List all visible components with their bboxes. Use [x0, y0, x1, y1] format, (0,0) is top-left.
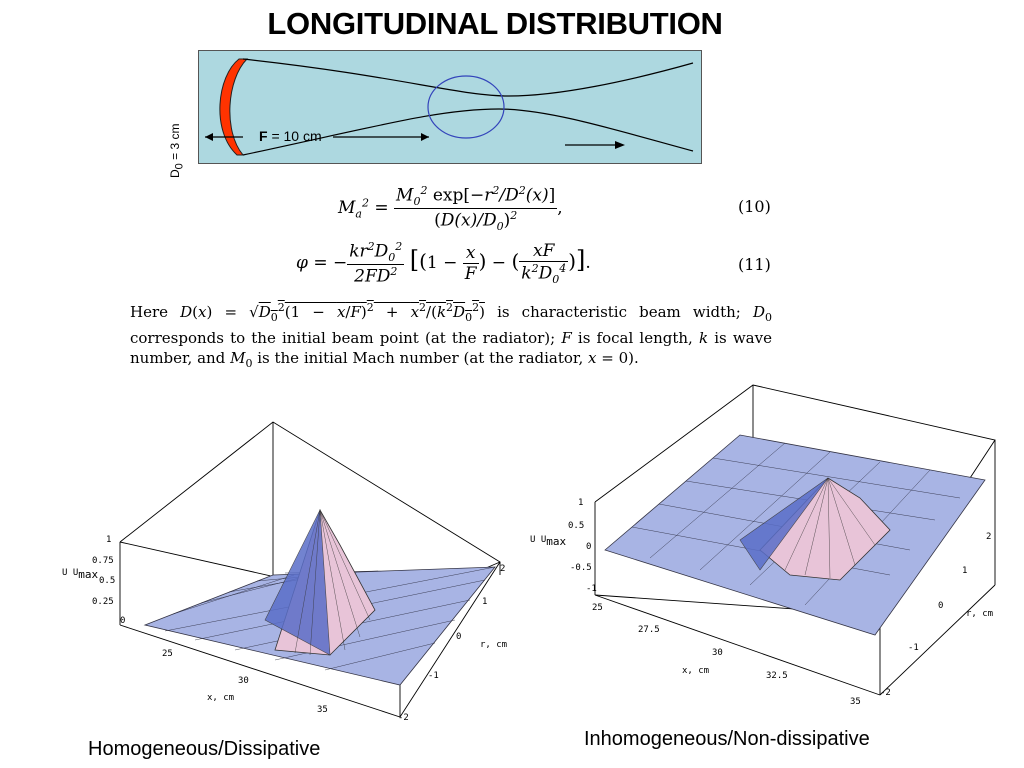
left-z-tick-5: 0: [120, 616, 126, 626]
left-r-tick-1: 2: [500, 564, 506, 574]
beam-diagram-svg: [205, 58, 694, 156]
right-r-tick-4: -1: [908, 643, 919, 653]
slide-title: LONGITUDINAL DISTRIBUTION: [267, 6, 723, 41]
equation-11: φ = − kr2D02 2FD2 [(1 − x F) − (xF k2D04)].: [296, 240, 591, 287]
left-x-tick-1: 25: [162, 649, 173, 659]
right-x-tick-1: 25: [592, 603, 603, 613]
right-r-label: r, cm: [966, 609, 994, 619]
beam-diagram: F = 10 cm: [198, 50, 702, 164]
right-r-tick-3: 0: [938, 601, 944, 611]
left-x-tick-2: 30: [238, 676, 249, 686]
beam-upper-envelope: [242, 58, 694, 97]
right-r-tick-5: -2: [880, 688, 891, 698]
right-z-label: U Umax: [530, 535, 567, 548]
right-r-tick-1: 2: [986, 532, 992, 542]
right-z-tick-3: 0: [586, 542, 592, 552]
right-x-tick-4: 32.5: [766, 671, 788, 681]
left-z-label: U Umax: [62, 568, 99, 581]
right-r-tick-2: 1: [962, 566, 968, 576]
right-z-tick-5: -1: [586, 584, 597, 594]
left-z-tick-4: 0.25: [92, 597, 114, 607]
left-surface-plot: [119, 421, 501, 718]
equation-11-number: (11): [738, 255, 771, 274]
right-plot-caption: Inhomogeneous/Non-dissipative: [584, 728, 870, 750]
left-z-tick-2: 0.75: [92, 556, 114, 566]
focal-length-label: F = 10 cm: [259, 128, 322, 144]
beam-lower-envelope: [242, 108, 694, 156]
left-z-tick-3: 0.5: [99, 576, 116, 586]
equation-10: Ma2 = M02 exp[−r2/D2(x)] (D(x)/D0)2,: [338, 184, 563, 234]
right-x-tick-3: 30: [712, 648, 723, 658]
description-paragraph: Here D(x) = √D02(1 − x/F)2 + x2/(k2D02) …: [130, 301, 773, 370]
left-x-tick-3: 35: [317, 705, 328, 715]
focal-region-circle: [427, 75, 505, 139]
left-r-tick-2: 1: [482, 597, 488, 607]
right-z-tick-1: 1: [578, 498, 584, 508]
equation-10-number: (10): [738, 197, 771, 216]
right-x-label: x, cm: [682, 666, 710, 676]
left-r-label: r, cm: [480, 640, 508, 650]
radiator-shape: [219, 58, 249, 156]
right-z-tick-4: -0.5: [570, 563, 592, 573]
right-x-tick-2: 27.5: [638, 625, 660, 635]
left-z-tick-1: 1: [106, 535, 112, 545]
d0-label: D0 = 3 cm: [168, 123, 186, 178]
right-x-tick-5: 35: [850, 697, 861, 707]
left-x-label: x, cm: [207, 693, 235, 703]
left-r-tick-4: -1: [428, 671, 439, 681]
left-plot-caption: Homogeneous/Dissipative: [88, 738, 321, 760]
right-surface-plot: [594, 384, 996, 696]
right-z-tick-2: 0.5: [568, 521, 585, 531]
left-r-tick-3: 0: [456, 632, 462, 642]
left-r-tick-5: -2: [398, 713, 409, 723]
